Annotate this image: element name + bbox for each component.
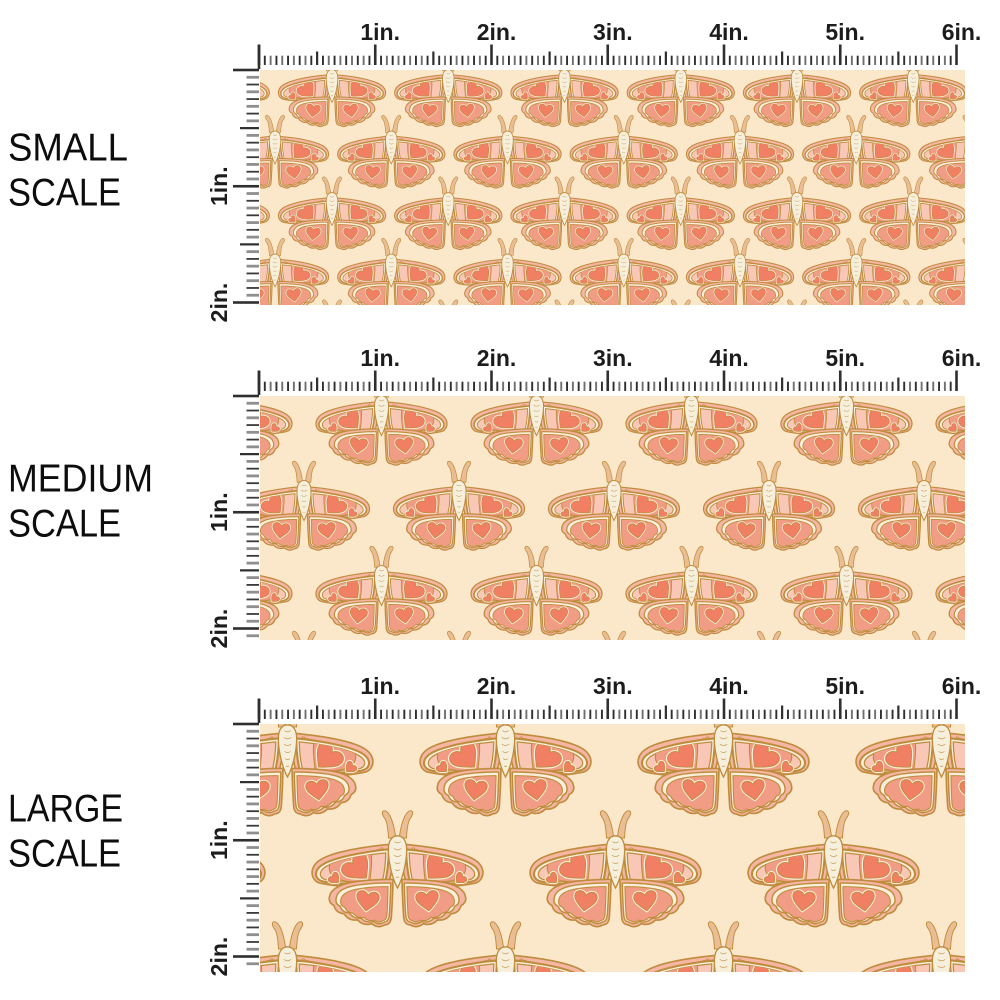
- svg-text:5in.: 5in.: [825, 345, 865, 371]
- svg-text:3in.: 3in.: [593, 345, 633, 371]
- svg-text:SCALE: SCALE: [8, 833, 121, 876]
- svg-text:2in.: 2in.: [477, 673, 517, 699]
- svg-text:1in.: 1in.: [360, 673, 400, 699]
- svg-text:3in.: 3in.: [593, 19, 633, 45]
- svg-text:MEDIUM: MEDIUM: [8, 458, 153, 501]
- svg-text:1in.: 1in.: [206, 492, 232, 532]
- svg-text:1in.: 1in.: [206, 166, 232, 206]
- svg-text:4in.: 4in.: [709, 345, 749, 371]
- svg-text:SCALE: SCALE: [8, 172, 121, 215]
- svg-text:4in.: 4in.: [709, 673, 749, 699]
- svg-text:6in.: 6in.: [942, 19, 982, 45]
- svg-text:2in.: 2in.: [206, 937, 232, 977]
- svg-text:6in.: 6in.: [942, 345, 982, 371]
- svg-text:2in.: 2in.: [206, 609, 232, 649]
- svg-text:2in.: 2in.: [477, 345, 517, 371]
- svg-text:5in.: 5in.: [825, 19, 865, 45]
- svg-text:2in.: 2in.: [477, 19, 517, 45]
- svg-text:3in.: 3in.: [593, 673, 633, 699]
- svg-text:LARGE: LARGE: [8, 788, 123, 831]
- svg-text:1in.: 1in.: [360, 345, 400, 371]
- svg-text:1in.: 1in.: [360, 19, 400, 45]
- svg-text:5in.: 5in.: [825, 673, 865, 699]
- svg-text:2in.: 2in.: [206, 283, 232, 323]
- svg-text:SCALE: SCALE: [8, 503, 121, 546]
- svg-text:1in.: 1in.: [206, 820, 232, 860]
- svg-text:SMALL: SMALL: [8, 127, 128, 170]
- svg-text:6in.: 6in.: [942, 673, 982, 699]
- svg-text:4in.: 4in.: [709, 19, 749, 45]
